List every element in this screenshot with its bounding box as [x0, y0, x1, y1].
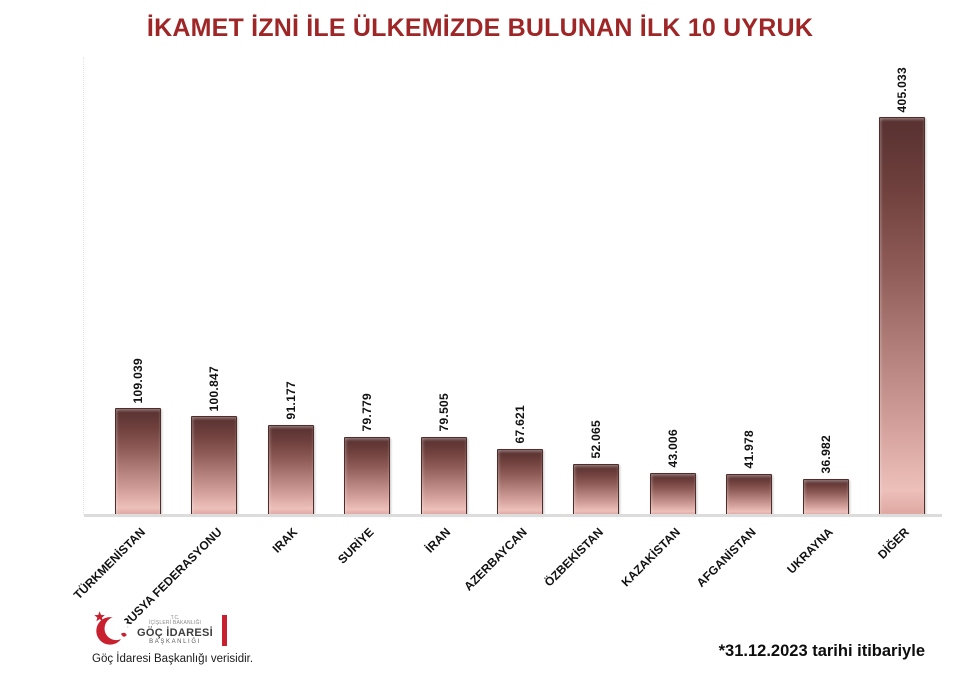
logo-line-tc: T.C. [170, 614, 180, 621]
x-axis-label: AFGANİSTAN [694, 525, 760, 590]
logo-line-agency: GÖÇ İDARESİ [137, 626, 214, 639]
x-label-slot-10: DİĞER [875, 517, 925, 622]
bar-value-label: 79.505 [436, 393, 451, 432]
bar-kazaki̇stan [649, 473, 696, 515]
x-axis-labels: TÜRKMENİSTAN RUSYA FEDERASYONU IRAK SURİYE İ… [71, 517, 940, 631]
bar-ukrayna [802, 479, 849, 515]
bar-value-label: 109.039 [131, 357, 145, 403]
x-axis-label: UKRAYNA [783, 525, 836, 577]
bar-group-2: 91.177 [267, 55, 314, 515]
bar-i̇ran [420, 437, 467, 515]
bar-value-label: 36.982 [818, 435, 833, 474]
x-label-slot-1: RUSYA FEDERASYONU [118, 517, 237, 631]
date-footnote: *31.12.2023 tarihi itibariyle [718, 642, 925, 660]
bar-group-6: 52.065 [573, 55, 620, 515]
y-axis-line [83, 57, 84, 515]
x-label-slot-8: AFGANİSTAN [694, 517, 772, 622]
x-axis-label: İRAN [422, 525, 454, 556]
x-axis-label: AZERBAYCAN [461, 525, 530, 594]
bar-group-5: 67.621 [496, 55, 543, 515]
bar-value-label: 405.033 [894, 66, 909, 112]
bar-value-label: 52.065 [589, 420, 604, 459]
x-axis-label: KAZAKİSTAN [618, 525, 683, 590]
bar-suri̇ye [344, 437, 391, 515]
bar-group-10: 405.033 [878, 55, 925, 515]
bar-value-label: 100.847 [207, 365, 222, 411]
bar-group-4: 79.505 [420, 55, 467, 515]
x-label-slot-2: IRAK [268, 517, 314, 622]
x-label-slot-6: ÖZBEKİSTAN [542, 517, 619, 622]
bars-area: 109.039 100.847 91.177 79.779 79.505 67.621 52… [84, 55, 940, 515]
bar-value-label: 43.006 [665, 429, 680, 468]
bar-group-1: 100.847 [191, 55, 238, 515]
bar-group-9: 36.982 [802, 55, 849, 515]
bar-group-3: 79.779 [344, 55, 391, 515]
logo-line-directorate: BAŞKANLIĞI [149, 638, 201, 645]
x-label-slot-5: AZERBAYCAN [461, 517, 543, 622]
bar-özbeki̇stan [573, 464, 620, 515]
agency-logo: T.C. İÇİŞLERİ BAKANLIĞI GÖÇ İDARESİ BAŞK… [91, 609, 228, 652]
logo-line-ministry: İÇİŞLERİ BAKANLIĞI [148, 620, 202, 627]
bar-value-label: 41.978 [742, 430, 757, 469]
x-axis-label: IRAK [270, 525, 301, 556]
x-axis-line [84, 514, 942, 517]
bar-group-0: 109.039 [115, 55, 161, 515]
bar-azerbaycan [496, 449, 543, 515]
bar-value-label: 67.621 [512, 405, 527, 444]
bar-türkmeni̇stan [115, 408, 161, 515]
x-label-slot-9: UKRAYNA [784, 517, 849, 622]
bar-di̇ğer [878, 117, 925, 515]
x-axis-label: ÖZBEKİSTAN [541, 525, 607, 590]
crescent-star-icon [91, 609, 131, 652]
chart-title: İKAMET İZNİ İLE ÜLKEMİZDE BULUNAN İLK 10… [146, 14, 814, 42]
bar-value-label: 79.779 [360, 393, 375, 432]
bar-rusya federasyonu [191, 416, 238, 515]
bar-group-7: 43.006 [649, 55, 696, 515]
x-axis-label: TÜRKMENİSTAN [70, 525, 148, 603]
source-caption: Göç İdaresi Başkanlığı verisidir. [92, 653, 254, 665]
x-axis-label: SURİYE [335, 525, 378, 567]
logo-text: T.C. İÇİŞLERİ BAKANLIĞI GÖÇ İDARESİ BAŞK… [137, 614, 214, 646]
bar-irak [267, 425, 314, 515]
bar-afgani̇stan [726, 474, 773, 515]
logo-red-bar [222, 615, 228, 646]
x-axis-label: DİĞER [875, 525, 912, 562]
bar-value-label: 91.177 [283, 381, 298, 420]
x-label-slot-4: İRAN [421, 517, 467, 622]
x-label-slot-3: SURİYE [336, 517, 390, 622]
bar-group-8: 41.978 [726, 55, 773, 515]
x-label-slot-7: KAZAKİSTAN [618, 517, 696, 622]
